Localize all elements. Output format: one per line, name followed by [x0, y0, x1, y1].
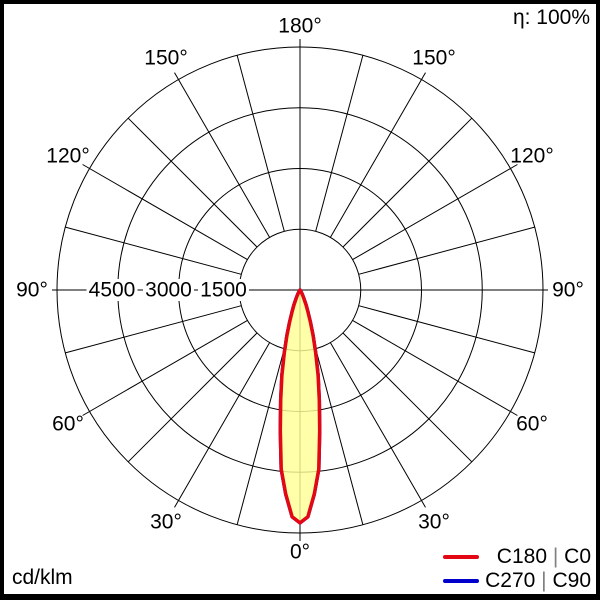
angle-spoke-135 — [342, 117, 473, 248]
angle-label-0: 0° — [290, 541, 310, 564]
angle-spoke-75 — [65, 305, 242, 354]
legend-swatch — [443, 555, 479, 559]
legend: C180 | C0 C270 | C90 — [443, 545, 591, 593]
angle-spoke-165 — [236, 55, 285, 232]
angle-spoke-45 — [342, 332, 473, 463]
efficiency-value: η: 100% — [512, 6, 590, 29]
angle-label-150: 150° — [144, 47, 187, 70]
angle-spoke-165 — [315, 55, 364, 232]
radial-tick-label: 4500 — [89, 279, 136, 302]
angle-label-60: 60° — [52, 413, 84, 436]
legend-row: C180 | C0 — [443, 545, 591, 569]
angle-label-30: 30° — [418, 511, 450, 534]
angle-spoke-105 — [358, 226, 535, 275]
angle-label-90: 90° — [16, 279, 48, 302]
angle-spoke-120 — [352, 164, 518, 261]
angle-spoke-105 — [65, 226, 242, 275]
angle-spoke-30 — [174, 342, 271, 508]
radial-tick-label: 3000 — [145, 279, 192, 302]
legend-separator: | — [552, 545, 559, 568]
angle-spoke-60 — [352, 319, 518, 416]
angle-spoke-15 — [315, 348, 364, 525]
unit-label: cd/klm — [12, 566, 73, 589]
angle-label-90: 90° — [552, 279, 584, 302]
axis-labels: 4500 3000 1500 0° 180° 30° 30° 60° 60° 90° 90° 120°… — [16, 15, 584, 564]
angle-label-30: 30° — [150, 511, 182, 534]
angle-spoke-150 — [174, 72, 271, 238]
angle-spoke-60 — [82, 319, 248, 416]
angle-label-120: 120° — [510, 145, 553, 168]
angle-spoke-120 — [82, 164, 248, 261]
legend-row: C270 | C90 — [443, 569, 591, 593]
curve-c180-c0 — [278, 288, 322, 525]
radial-tick-bg — [86, 279, 138, 301]
angle-label-150: 150° — [412, 47, 455, 70]
legend-swatch — [443, 579, 479, 583]
angle-spoke-30 — [329, 342, 426, 508]
angle-label-60: 60° — [516, 413, 548, 436]
legend-label: C270 | C90 — [485, 569, 591, 592]
polar-grid — [52, 39, 548, 541]
legend-label: C180 | C0 — [496, 545, 591, 568]
angle-spoke-150 — [329, 72, 426, 238]
angle-label-180: 180° — [278, 15, 321, 38]
radial-tick-label: 1500 — [200, 279, 247, 302]
distribution-curves — [278, 288, 322, 525]
radial-tick-bg — [143, 279, 194, 301]
legend-separator: | — [541, 569, 547, 592]
angle-spoke-45 — [127, 332, 258, 463]
radial-tick-bg — [198, 279, 249, 301]
angle-spoke-15 — [236, 348, 285, 525]
angle-spoke-135 — [127, 117, 258, 248]
angle-label-120: 120° — [46, 145, 89, 168]
angle-spoke-75 — [358, 305, 535, 354]
